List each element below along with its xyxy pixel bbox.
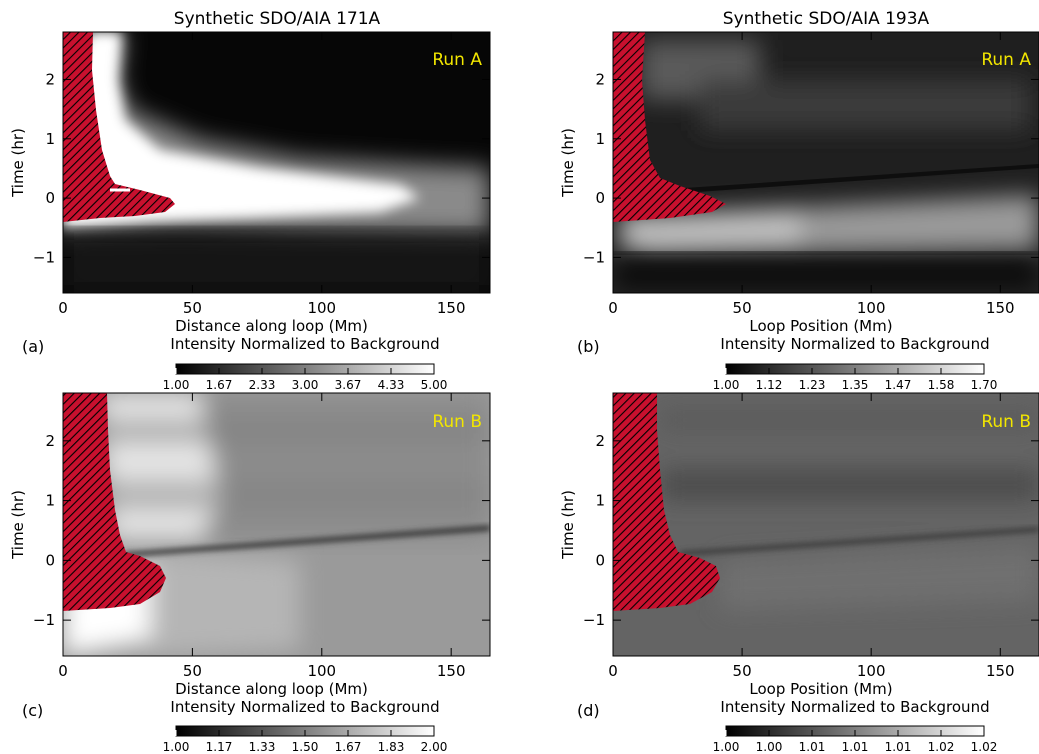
y-tick-label-c-0: −1 [33, 611, 55, 629]
panel-label-d: (d) [577, 701, 600, 720]
x-tick-label-c-3: 150 [437, 662, 466, 680]
y-tick-label-b-2: 1 [595, 130, 605, 148]
colorbar-tick-label-d-0: 1.00 [713, 740, 740, 754]
colorbar-tick-label-c-5: 1.83 [378, 740, 405, 754]
panel-a: Run A (a) 0 50 100 150 −1 0 1 2 Distance along l… [9, 31, 491, 392]
y-axis-label-b: Time (hr) [559, 128, 577, 198]
y-tick-label-d-0: −1 [583, 611, 605, 629]
heatmap-a [63, 32, 490, 293]
colorbar-tick-label-c-0: 1.00 [163, 740, 190, 754]
colorbar-tick-label-b-0: 1.00 [713, 378, 740, 392]
colorbar-tick-label-b-6: 1.70 [971, 378, 998, 392]
colorbar-tick-label-a-2: 2.33 [249, 378, 276, 392]
panel-label-a: (a) [22, 337, 44, 356]
colorbar-label-a: Intensity Normalized to Background [170, 335, 439, 353]
colorbar-tick-label-b-4: 1.47 [885, 378, 912, 392]
colorbar-tick-label-a-0: 1.00 [163, 378, 190, 392]
colorbar-tick-label-c-3: 1.50 [292, 740, 319, 754]
colorbar-tick-label-c-1: 1.17 [206, 740, 233, 754]
colorbar-tick-label-d-3: 1.01 [842, 740, 869, 754]
colorbar-tick-label-b-2: 1.23 [799, 378, 826, 392]
y-tick-label-c-1: 0 [45, 551, 55, 569]
y-tick-label-a-2: 1 [45, 130, 55, 148]
panel-label-b: (b) [577, 337, 600, 356]
colorbar-tick-label-c-2: 1.33 [249, 740, 276, 754]
x-tick-label-d-2: 100 [857, 662, 886, 680]
x-tick-label-a-2: 100 [307, 299, 336, 317]
colorbar-label-c: Intensity Normalized to Background [170, 698, 439, 716]
colorbar-tick-label-b-3: 1.35 [842, 378, 869, 392]
colorbar-tick-label-a-3: 3.00 [292, 378, 319, 392]
colorbar-tick-label-b-5: 1.58 [928, 378, 955, 392]
colorbar-tick-label-d-4: 1.01 [885, 740, 912, 754]
x-tick-label-b-2: 100 [857, 299, 886, 317]
x-axis-label-b: Loop Position (Mm) [749, 317, 892, 335]
x-tick-label-a-0: 0 [58, 299, 68, 317]
panel-label-c: (c) [22, 701, 43, 720]
y-tick-label-b-1: 0 [595, 189, 605, 207]
y-tick-label-b-3: 2 [595, 70, 605, 88]
y-tick-label-d-2: 1 [595, 492, 605, 510]
y-tick-label-c-2: 1 [45, 492, 55, 510]
colorbar-tick-label-c-6: 2.00 [421, 740, 448, 754]
heatmap-b [613, 32, 1039, 293]
title-171: Synthetic SDO/AIA 171A [174, 9, 381, 29]
panel-d: Run B (d) 0 50 100 150 −1 0 1 2 Loop Position (M… [559, 392, 1039, 754]
colorbar-tick-label-d-1: 1.00 [756, 740, 783, 754]
colorbar-tick-label-b-1: 1.12 [756, 378, 783, 392]
y-axis-label-d: Time (hr) [559, 490, 577, 560]
run-label-d: Run B [981, 412, 1031, 432]
x-tick-label-d-3: 150 [986, 662, 1015, 680]
x-tick-label-a-3: 150 [437, 299, 466, 317]
run-label-c: Run B [432, 412, 482, 432]
y-tick-label-d-1: 0 [595, 551, 605, 569]
x-tick-label-c-2: 100 [307, 662, 336, 680]
colorbar-tick-label-d-5: 1.02 [928, 740, 955, 754]
y-axis-label-a: Time (hr) [9, 128, 27, 198]
colorbar-tick-label-c-4: 1.67 [335, 740, 362, 754]
y-tick-label-c-3: 2 [45, 432, 55, 450]
x-tick-label-c-1: 50 [183, 662, 202, 680]
x-axis-label-d: Loop Position (Mm) [749, 680, 892, 698]
colorbar-tick-label-a-5: 4.33 [378, 378, 405, 392]
x-tick-label-d-0: 0 [608, 662, 618, 680]
panel-b: Run A (b) 0 50 100 150 −1 0 1 2 Loop Position (M… [559, 31, 1039, 392]
x-tick-label-a-1: 50 [183, 299, 202, 317]
colorbar-tick-label-d-6: 1.02 [971, 740, 998, 754]
y-tick-label-a-3: 2 [45, 70, 55, 88]
run-label-a: Run A [432, 50, 482, 70]
title-193: Synthetic SDO/AIA 193A [723, 9, 930, 29]
colorbar-tick-label-a-1: 1.67 [206, 378, 233, 392]
heatmap-c [63, 393, 490, 656]
x-tick-label-b-3: 150 [986, 299, 1015, 317]
y-tick-label-b-0: −1 [583, 248, 605, 266]
y-tick-label-d-3: 2 [595, 432, 605, 450]
colorbar-tick-label-a-6: 5.00 [421, 378, 448, 392]
colorbar-tick-label-a-4: 3.67 [335, 378, 362, 392]
panel-c: Run B (c) 0 50 100 150 −1 0 1 2 Distance along l… [9, 392, 491, 754]
y-tick-label-a-1: 0 [45, 189, 55, 207]
x-tick-label-b-1: 50 [733, 299, 752, 317]
colorbar-label-b: Intensity Normalized to Background [720, 335, 989, 353]
x-tick-label-b-0: 0 [608, 299, 618, 317]
run-label-b: Run A [981, 50, 1031, 70]
x-tick-label-d-1: 50 [733, 662, 752, 680]
heatmap-d [613, 393, 1039, 656]
x-axis-label-a: Distance along loop (Mm) [175, 317, 368, 335]
x-tick-label-c-0: 0 [58, 662, 68, 680]
colorbar-label-d: Intensity Normalized to Background [720, 698, 989, 716]
colorbar-tick-label-d-2: 1.01 [799, 740, 826, 754]
x-axis-label-c: Distance along loop (Mm) [175, 680, 368, 698]
y-tick-label-a-0: −1 [33, 248, 55, 266]
y-axis-label-c: Time (hr) [9, 490, 27, 560]
